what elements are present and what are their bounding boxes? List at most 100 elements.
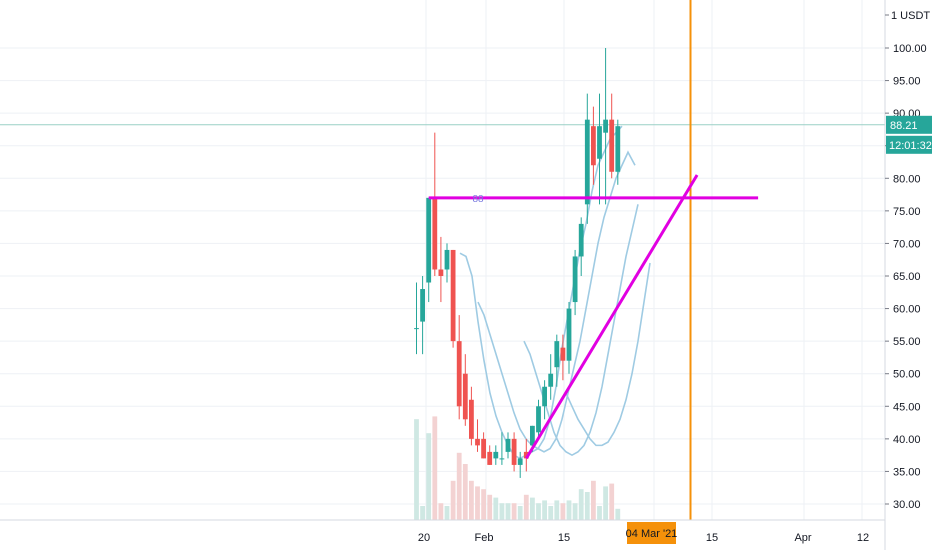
volume-bar	[456, 452, 462, 520]
date-highlight-label: 04 Mar '21	[626, 528, 678, 540]
countdown-value: 12:01:32	[889, 140, 932, 152]
candle-body	[572, 256, 578, 303]
price-tick-label: 45.00	[893, 401, 921, 413]
moving-average-line	[565, 262, 651, 447]
candle-body	[560, 347, 566, 361]
drawings[interactable]: 88	[428, 0, 759, 520]
volume-bar	[414, 419, 419, 520]
moving-average-line	[477, 150, 636, 453]
time-tick-label: 15	[558, 532, 570, 544]
volume-bar	[426, 433, 432, 520]
candle-body	[420, 289, 425, 322]
trend-line	[525, 174, 699, 460]
price-tick-label: 65.00	[893, 271, 921, 283]
price-tick-label: 50.00	[893, 369, 921, 381]
volume-bar	[523, 494, 529, 520]
candle-body	[456, 341, 462, 407]
time-tick-label: Feb	[475, 532, 494, 544]
candle-body	[462, 373, 468, 420]
volume-bar	[609, 483, 615, 520]
volume-bar	[469, 480, 474, 520]
candle-body	[505, 438, 511, 452]
volume-bar	[615, 508, 621, 520]
candle-body	[481, 438, 486, 459]
candle-body	[426, 197, 432, 283]
volume-bar	[542, 500, 547, 520]
volume-bar	[584, 492, 590, 520]
volume-bar	[591, 480, 596, 520]
volume-bar	[517, 506, 523, 520]
currency-label: 1 USDT	[891, 10, 930, 22]
volume-bar	[438, 503, 444, 520]
candle-body	[517, 458, 523, 465]
volume-bar	[420, 506, 425, 520]
volume-bar	[432, 416, 438, 520]
price-tick-label: 80.00	[893, 173, 921, 185]
candle-body	[444, 249, 450, 270]
volume-bar	[566, 500, 572, 520]
last-price-value: 88.21	[890, 120, 918, 132]
price-tick-label: 70.00	[893, 238, 921, 250]
volume-bars	[414, 416, 621, 520]
candle-body	[499, 458, 505, 460]
candle-body	[554, 341, 560, 368]
candle-body	[603, 119, 608, 133]
price-tick-label: 55.00	[893, 336, 921, 348]
volume-bar	[578, 489, 584, 520]
candle-body	[597, 126, 602, 159]
candle-body	[493, 451, 499, 459]
moving-average-line	[459, 125, 623, 460]
volume-bar	[462, 464, 468, 520]
candle-body	[615, 126, 621, 172]
volume-bar	[572, 503, 578, 520]
candle-body	[438, 269, 444, 276]
candle-body	[530, 425, 535, 446]
volume-bar	[481, 489, 486, 520]
candle-body	[450, 249, 456, 342]
volume-bar	[487, 494, 493, 520]
volume-bar	[444, 506, 450, 520]
time-tick-label: Apr	[794, 532, 811, 544]
date-highlight-badge	[627, 522, 676, 544]
last-price-badge	[886, 115, 932, 134]
candle-body	[578, 223, 584, 257]
volume-bar	[548, 506, 554, 520]
volume-bar	[511, 503, 517, 520]
candle-body	[548, 373, 554, 387]
grid	[0, 0, 885, 520]
candle-body	[584, 119, 590, 205]
countdown-badge	[886, 135, 932, 154]
candle-body	[609, 119, 615, 172]
volume-bar	[475, 486, 480, 520]
candle-body	[523, 451, 529, 459]
volume-bar	[493, 497, 499, 520]
candle-body	[591, 126, 596, 166]
volume-bar	[450, 480, 456, 520]
candles	[414, 48, 621, 478]
candle-body	[542, 386, 547, 407]
candle-body	[511, 438, 517, 465]
price-tick-label: 40.00	[893, 434, 921, 446]
volume-bar	[597, 506, 602, 520]
candle-body	[432, 197, 438, 270]
price-tick-label: 75.00	[893, 206, 921, 218]
price-tick-label: 35.00	[893, 466, 921, 478]
price-tick-label: 30.00	[893, 499, 921, 511]
candle-body	[414, 328, 419, 330]
volume-bar	[505, 503, 511, 520]
horizontal-level-label: 88	[472, 194, 484, 205]
volume-bar	[603, 486, 608, 520]
candle-body	[469, 399, 474, 439]
time-tick-label: 15	[706, 532, 718, 544]
candle-body	[566, 308, 572, 361]
candle-body	[475, 438, 480, 446]
volume-bar	[554, 500, 560, 520]
time-tick-label: 12	[857, 532, 869, 544]
price-tick-label: 60.00	[893, 304, 921, 316]
candle-body	[536, 406, 541, 433]
time-tick-label: 20	[418, 532, 430, 544]
price-tick-label: 95.00	[893, 76, 921, 88]
volume-bar	[530, 497, 535, 520]
